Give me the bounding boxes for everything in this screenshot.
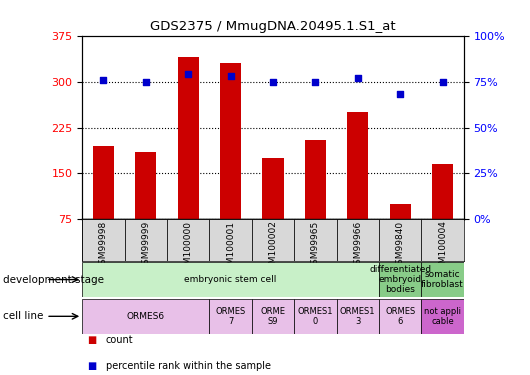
Bar (178, 57, 199, 219)
Bar (82, 262, 379, 297)
Text: GSM100000: GSM100000 (184, 220, 192, 276)
Point (184, 71, 192, 77)
Text: development stage: development stage (3, 274, 104, 285)
Bar (209, 298, 252, 334)
Bar (379, 219, 421, 261)
Point (311, 79, 320, 85)
Bar (347, 112, 368, 219)
Point (396, 92, 404, 98)
Bar (337, 298, 379, 334)
Text: count: count (106, 335, 134, 345)
Point (226, 73, 235, 79)
Text: GSM100002: GSM100002 (269, 220, 277, 276)
Bar (209, 219, 252, 261)
Title: GDS2375 / MmugDNA.20495.1.S1_at: GDS2375 / MmugDNA.20495.1.S1_at (150, 20, 396, 33)
Text: GSM99966: GSM99966 (354, 220, 362, 270)
Text: GSM100004: GSM100004 (438, 220, 447, 276)
Bar (421, 262, 464, 297)
Bar (421, 298, 464, 334)
Bar (252, 298, 294, 334)
Bar (82, 298, 209, 334)
Point (99, 77, 108, 83)
Text: ORMES6: ORMES6 (127, 312, 165, 321)
Bar (379, 298, 421, 334)
Bar (135, 152, 156, 219)
Text: ■: ■ (87, 361, 96, 371)
Text: GSM100001: GSM100001 (226, 220, 235, 276)
Bar (252, 219, 294, 261)
Text: percentile rank within the sample: percentile rank within the sample (106, 361, 271, 371)
Text: GSM99965: GSM99965 (311, 220, 320, 270)
Text: ■: ■ (87, 335, 96, 345)
Bar (125, 219, 167, 261)
Text: not appli
cable: not appli cable (424, 307, 461, 326)
Point (438, 79, 447, 85)
Text: differentiated
embryoid
bodies: differentiated embryoid bodies (369, 265, 431, 294)
Point (354, 75, 362, 81)
Text: cell line: cell line (3, 311, 43, 321)
Bar (294, 219, 337, 261)
Text: ORMES
6: ORMES 6 (385, 307, 416, 326)
Text: GSM99999: GSM99999 (142, 220, 150, 270)
Bar (390, 204, 411, 219)
Bar (262, 158, 284, 219)
Text: GSM99998: GSM99998 (99, 220, 108, 270)
Bar (305, 140, 326, 219)
Bar (167, 219, 209, 261)
Bar (82, 219, 125, 261)
Text: GSM99840: GSM99840 (396, 220, 404, 270)
Bar (337, 219, 379, 261)
Text: somatic
fibroblast: somatic fibroblast (421, 270, 464, 289)
Bar (220, 63, 241, 219)
Bar (294, 298, 337, 334)
Point (142, 79, 150, 85)
Text: embryonic stem cell: embryonic stem cell (184, 275, 277, 284)
Text: ORMES1
3: ORMES1 3 (340, 307, 375, 326)
Bar (421, 219, 464, 261)
Bar (379, 262, 421, 297)
Point (269, 79, 277, 85)
Bar (432, 164, 453, 219)
Text: ORMES
7: ORMES 7 (215, 307, 246, 326)
Bar (93, 146, 114, 219)
Text: ORME
S9: ORME S9 (260, 307, 286, 326)
Text: ORMES1
0: ORMES1 0 (298, 307, 333, 326)
